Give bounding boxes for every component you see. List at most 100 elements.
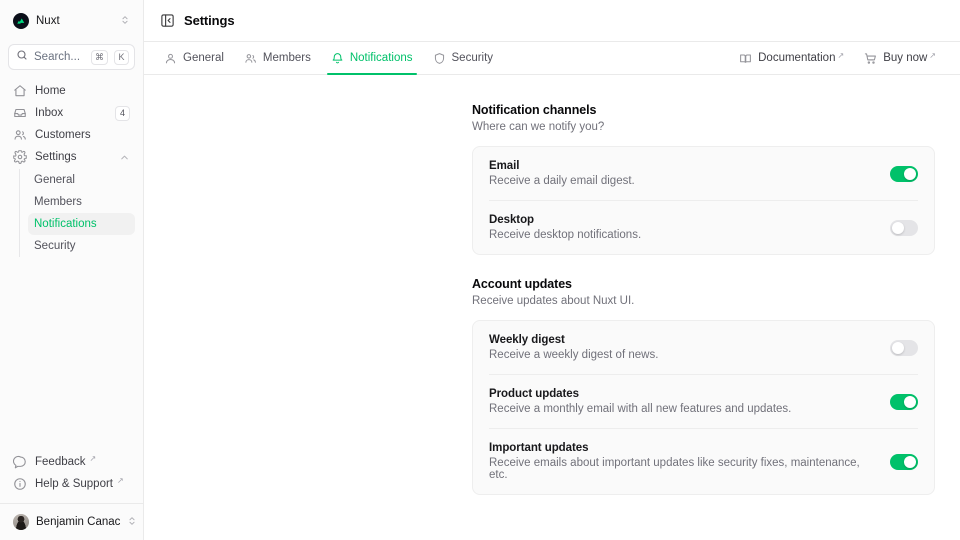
nuxt-logo-icon <box>13 13 29 29</box>
sidebar-item-home[interactable]: Home <box>8 80 135 102</box>
tab-general[interactable]: General <box>160 42 234 74</box>
tab-list: General Members <box>160 42 504 75</box>
sidebar-item-label: Customers <box>35 129 91 141</box>
content-column: Notification channels Where can we notif… <box>472 103 935 495</box>
team-switcher[interactable]: Nuxt <box>8 8 135 34</box>
tab-notifications[interactable]: Notifications <box>321 42 423 75</box>
row-description: Receive emails about important updates l… <box>489 457 860 481</box>
section-title: Account updates <box>472 277 572 291</box>
toggle-knob <box>904 395 916 408</box>
row-description: Receive a weekly digest of news. <box>489 349 659 361</box>
setting-row-email: Email Receive a daily email digest. <box>489 147 918 200</box>
external-link-icon: ↗ <box>929 51 936 60</box>
search-input[interactable]: Search... ⌘ K <box>8 44 135 70</box>
sidebar-item-label: Feedback <box>35 456 86 468</box>
gear-icon <box>12 149 28 164</box>
sidebar-subitem-label: General <box>34 174 75 186</box>
row-label: Email <box>489 160 520 172</box>
section-notification-channels: Notification channels Where can we notif… <box>472 103 935 255</box>
page-title: Settings <box>184 13 235 28</box>
setting-row-important-updates: Important updates Receive emails about i… <box>489 428 918 494</box>
toggle-weekly-digest[interactable] <box>890 339 918 356</box>
row-label: Weekly digest <box>489 334 565 346</box>
home-icon <box>13 84 27 98</box>
chevron-up-down-icon <box>127 513 137 531</box>
external-link-icon: ↗ <box>837 51 845 60</box>
chat-bubble-icon <box>12 455 27 469</box>
shield-icon <box>433 52 446 65</box>
row-label: Desktop <box>489 214 535 226</box>
setting-row-desktop: Desktop Receive desktop notifications. <box>489 200 918 254</box>
sidebar-item-security[interactable]: Security <box>28 235 135 257</box>
sidebar-item-label: Settings <box>35 151 77 163</box>
sidebar-item-notifications[interactable]: Notifications <box>28 213 135 235</box>
row-description: Receive desktop notifications. <box>489 229 642 241</box>
chevron-up-icon <box>119 152 130 163</box>
sidebar-item-feedback[interactable]: Feedback ↗ <box>8 451 135 473</box>
setting-row-weekly-digest: Weekly digest Receive a weekly digest of… <box>489 321 918 374</box>
toggle-knob <box>892 221 904 234</box>
settings-card: Weekly digest Receive a weekly digest of… <box>472 320 935 495</box>
sidebar-subitem-label: Members <box>34 196 82 208</box>
search-icon <box>16 48 28 66</box>
users-icon <box>244 52 257 65</box>
user-menu[interactable]: Benjamin Canac <box>8 508 135 536</box>
inbox-icon <box>13 106 27 120</box>
toggle-email[interactable] <box>890 165 918 182</box>
section-title: Notification channels <box>472 103 597 117</box>
sidebar-item-label: Inbox <box>35 107 64 119</box>
sidebar-item-help-support[interactable]: Help & Support ↗ <box>8 473 135 495</box>
settings-card: Email Receive a daily email digest. Desk… <box>472 146 935 255</box>
toggle-product-updates[interactable] <box>890 393 918 410</box>
external-link-icon: ↗ <box>117 476 124 485</box>
user-name: Benjamin Canac <box>36 516 121 528</box>
tab-label: General <box>183 52 224 64</box>
main-area: Settings General <box>144 0 960 540</box>
sidebar-item-inbox[interactable]: Inbox 4 <box>8 102 135 124</box>
sidebar-divider <box>0 503 143 504</box>
sidebar-spacer <box>0 257 143 451</box>
section-subtitle: Receive updates about Nuxt UI. <box>472 295 635 307</box>
row-label: Product updates <box>489 388 579 400</box>
settings-content: Notification channels Where can we notif… <box>144 75 960 540</box>
sidebar-item-general[interactable]: General <box>28 169 135 191</box>
row-text: Desktop Receive desktop notifications. <box>489 214 878 241</box>
avatar <box>13 514 29 530</box>
info-circle-icon <box>13 477 27 491</box>
cart-icon <box>864 52 877 65</box>
sidebar-item-members[interactable]: Members <box>28 191 135 213</box>
toggle-knob <box>904 167 916 180</box>
sidebar-item-label: Home <box>35 85 66 97</box>
toggle-knob <box>904 455 916 468</box>
row-description: Receive a daily email digest. <box>489 175 635 187</box>
sidebar-item-settings[interactable]: Settings <box>8 146 135 168</box>
toggle-important-updates[interactable] <box>890 453 918 470</box>
panel-left-close-icon[interactable] <box>160 13 175 28</box>
external-link-icon: ↗ <box>89 454 97 463</box>
inbox-badge: 4 <box>115 105 130 121</box>
sidebar-footer: Feedback ↗ Help & Support ↗ <box>0 451 143 495</box>
tab-members[interactable]: Members <box>234 42 321 74</box>
buy-now-link[interactable]: Buy now ↗ <box>856 42 944 74</box>
section-account-updates: Account updates Receive updates about Nu… <box>472 277 935 495</box>
toggle-desktop[interactable] <box>890 219 918 236</box>
tab-bar: General Members <box>144 41 960 75</box>
tab-label: Security <box>451 52 494 64</box>
sidebar: Nuxt Search... ⌘ K <box>0 0 144 540</box>
tab-security[interactable]: Security <box>423 42 504 74</box>
row-label: Important updates <box>489 442 589 454</box>
user-icon <box>164 52 177 65</box>
documentation-link[interactable]: Documentation ↗ <box>731 42 852 74</box>
sidebar-item-customers[interactable]: Customers <box>8 124 135 146</box>
primary-nav: Home Inbox 4 Customers <box>0 80 143 257</box>
toolbar-links: Documentation ↗ Buy now ↗ <box>731 42 944 74</box>
row-text: Important updates Receive emails about i… <box>489 442 878 481</box>
toolbar-spacer <box>503 42 731 74</box>
tab-label: Notifications <box>349 52 413 64</box>
sidebar-item-label: Help & Support <box>35 478 113 490</box>
users-icon <box>13 128 27 142</box>
book-icon <box>739 52 752 65</box>
section-gap <box>472 255 935 277</box>
team-name: Nuxt <box>36 15 60 27</box>
